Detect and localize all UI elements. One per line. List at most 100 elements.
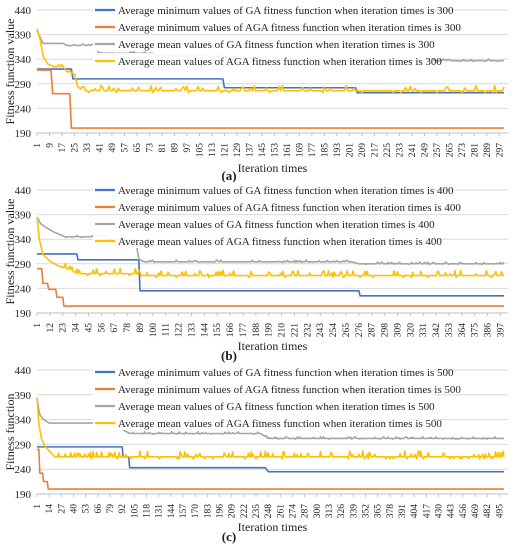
x-tick-label: 378 <box>386 504 396 519</box>
y-tick-label: 440 <box>15 365 32 377</box>
x-tick-label: 209 <box>228 504 238 519</box>
x-tick-label: 261 <box>276 504 286 519</box>
x-tick-label: 274 <box>288 504 298 519</box>
legend-bg <box>93 216 433 231</box>
x-tick-label: 161 <box>283 143 293 158</box>
x-tick-label: 249 <box>420 143 430 158</box>
legend-bg <box>93 199 433 214</box>
legend-label: Average minimum values of AGA fitness fu… <box>118 384 461 396</box>
legend-bg <box>93 36 433 51</box>
y-tick-label: 440 <box>15 185 32 197</box>
x-tick-label: 1 <box>33 323 43 328</box>
legend-label: Average mean values of GA fitness functi… <box>118 39 435 51</box>
x-tick-label: 12 <box>46 323 56 333</box>
series-line <box>37 267 504 307</box>
x-tick-label: 365 <box>374 504 384 519</box>
x-tick-label: 342 <box>432 323 442 338</box>
legend-label: Average mean values of AGA fitness funct… <box>118 56 442 68</box>
x-tick-label: 309 <box>393 323 403 338</box>
x-tick-label: 287 <box>301 504 311 519</box>
x-tick-label: 331 <box>419 323 429 338</box>
y-tick-label: 440 <box>15 5 32 17</box>
y-tick-label: 390 <box>15 210 32 222</box>
y-tick-label: 390 <box>15 30 32 42</box>
x-tick-label: 155 <box>213 323 223 338</box>
x-axis-title: Iteration times <box>238 520 308 534</box>
y-tick-label: 290 <box>15 439 32 451</box>
x-tick-label: 45 <box>84 323 94 333</box>
legend-item: Average mean values of GA fitness functi… <box>93 36 435 51</box>
y-tick-label: 190 <box>15 128 32 140</box>
legend-item: Average mean values of GA fitness functi… <box>93 216 435 231</box>
x-tick-label: 105 <box>195 143 205 158</box>
x-tick-label: 89 <box>170 143 180 153</box>
x-tick-label: 113 <box>208 143 218 157</box>
legend-item: Average minimum values of GA fitness fun… <box>93 182 454 197</box>
x-tick-label: 248 <box>264 504 274 519</box>
panel-label: (c) <box>222 529 236 544</box>
series-line <box>36 28 505 94</box>
x-tick-label: 118 <box>142 504 152 518</box>
x-tick-label: 265 <box>445 143 455 158</box>
x-tick-label: 169 <box>295 143 305 158</box>
x-tick-label: 40 <box>69 504 79 514</box>
x-tick-label: 265 <box>342 323 352 338</box>
legend-bg <box>93 233 433 248</box>
y-axis-title: Fitness function value <box>3 19 17 125</box>
x-tick-label: 353 <box>445 323 455 338</box>
x-tick-label: 129 <box>233 143 243 158</box>
x-tick-label: 67 <box>110 323 120 333</box>
y-axis-title: Fitness function <box>3 394 17 471</box>
x-tick-label: 254 <box>329 323 339 338</box>
y-tick-label: 240 <box>15 103 32 115</box>
series-line <box>37 69 504 129</box>
y-axis-title: Fitness function value <box>3 199 17 305</box>
x-tick-label: 23 <box>59 323 69 333</box>
legend-bg <box>93 182 433 197</box>
legend-bg <box>93 398 433 413</box>
x-tick-label: 339 <box>349 504 359 519</box>
x-tick-label: 79 <box>106 504 116 514</box>
y-tick-label: 340 <box>15 54 32 66</box>
y-tick-label: 390 <box>15 390 32 402</box>
x-tick-label: 153 <box>270 143 280 158</box>
x-tick-label: 41 <box>95 143 105 153</box>
x-tick-label: 281 <box>470 143 480 158</box>
legend-bg <box>93 364 433 379</box>
series-line <box>37 446 504 473</box>
x-tick-label: 14 <box>45 504 55 514</box>
legend-label: Average minimum values of GA fitness fun… <box>118 185 454 197</box>
x-tick-label: 482 <box>483 504 493 519</box>
legend-label: Average minimum values of AGA fitness fu… <box>118 202 461 214</box>
x-tick-label: 298 <box>381 323 391 338</box>
x-tick-label: 133 <box>187 323 197 338</box>
legend-item: Average mean values of AGA fitness funct… <box>93 233 442 248</box>
x-tick-label: 417 <box>422 504 432 519</box>
x-tick-label: 386 <box>484 323 494 338</box>
legend-label: Average minimum values of GA fitness fun… <box>118 367 454 379</box>
x-tick-label: 145 <box>258 143 268 158</box>
x-tick-label: 65 <box>133 143 143 153</box>
x-tick-label: 9 <box>45 143 55 148</box>
x-tick-label: 397 <box>496 323 506 338</box>
y-tick-label: 190 <box>15 489 32 501</box>
x-tick-label: 196 <box>215 504 225 519</box>
x-tick-label: 352 <box>361 504 371 519</box>
x-tick-label: 144 <box>200 323 210 338</box>
x-tick-label: 57 <box>120 143 130 153</box>
legend-item: Average minimum values of AGA fitness fu… <box>93 381 461 396</box>
x-tick-label: 469 <box>471 504 481 519</box>
legend-item: Average minimum values of GA fitness fun… <box>93 2 454 17</box>
x-tick-label: 121 <box>220 143 230 158</box>
x-tick-label: 225 <box>383 143 393 158</box>
x-tick-label: 78 <box>123 323 133 333</box>
x-tick-label: 235 <box>252 504 262 519</box>
x-tick-label: 193 <box>333 143 343 158</box>
legend-bg <box>93 381 433 396</box>
y-tick-label: 240 <box>15 464 32 476</box>
y-tick-label: 190 <box>15 308 32 320</box>
y-tick-label: 340 <box>15 234 32 246</box>
legend-item: Average minimum values of GA fitness fun… <box>93 364 454 379</box>
x-tick-label: 257 <box>433 143 443 158</box>
x-tick-label: 73 <box>145 143 155 153</box>
